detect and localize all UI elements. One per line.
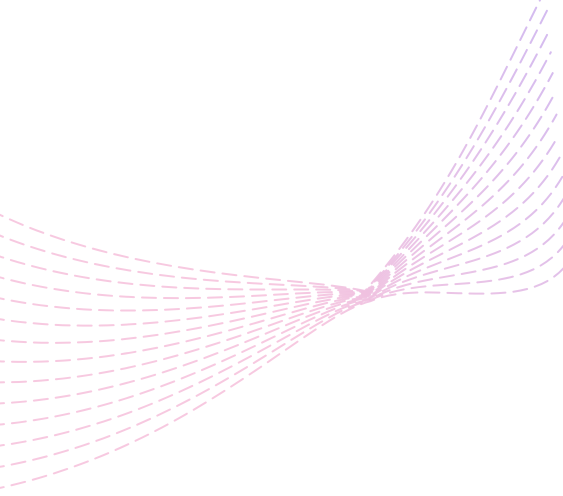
wave-line [0, 30, 550, 294]
wave-line [0, 244, 563, 468]
wave-line [0, 267, 563, 489]
wave-line [0, 92, 556, 327]
wave-line [0, 221, 563, 447]
wave-line [0, 155, 562, 384]
wave-line [0, 72, 554, 312]
wave-line [0, 197, 563, 426]
wave-line [0, 0, 542, 293]
wave-line [0, 9, 548, 293]
wave-line [0, 175, 563, 405]
